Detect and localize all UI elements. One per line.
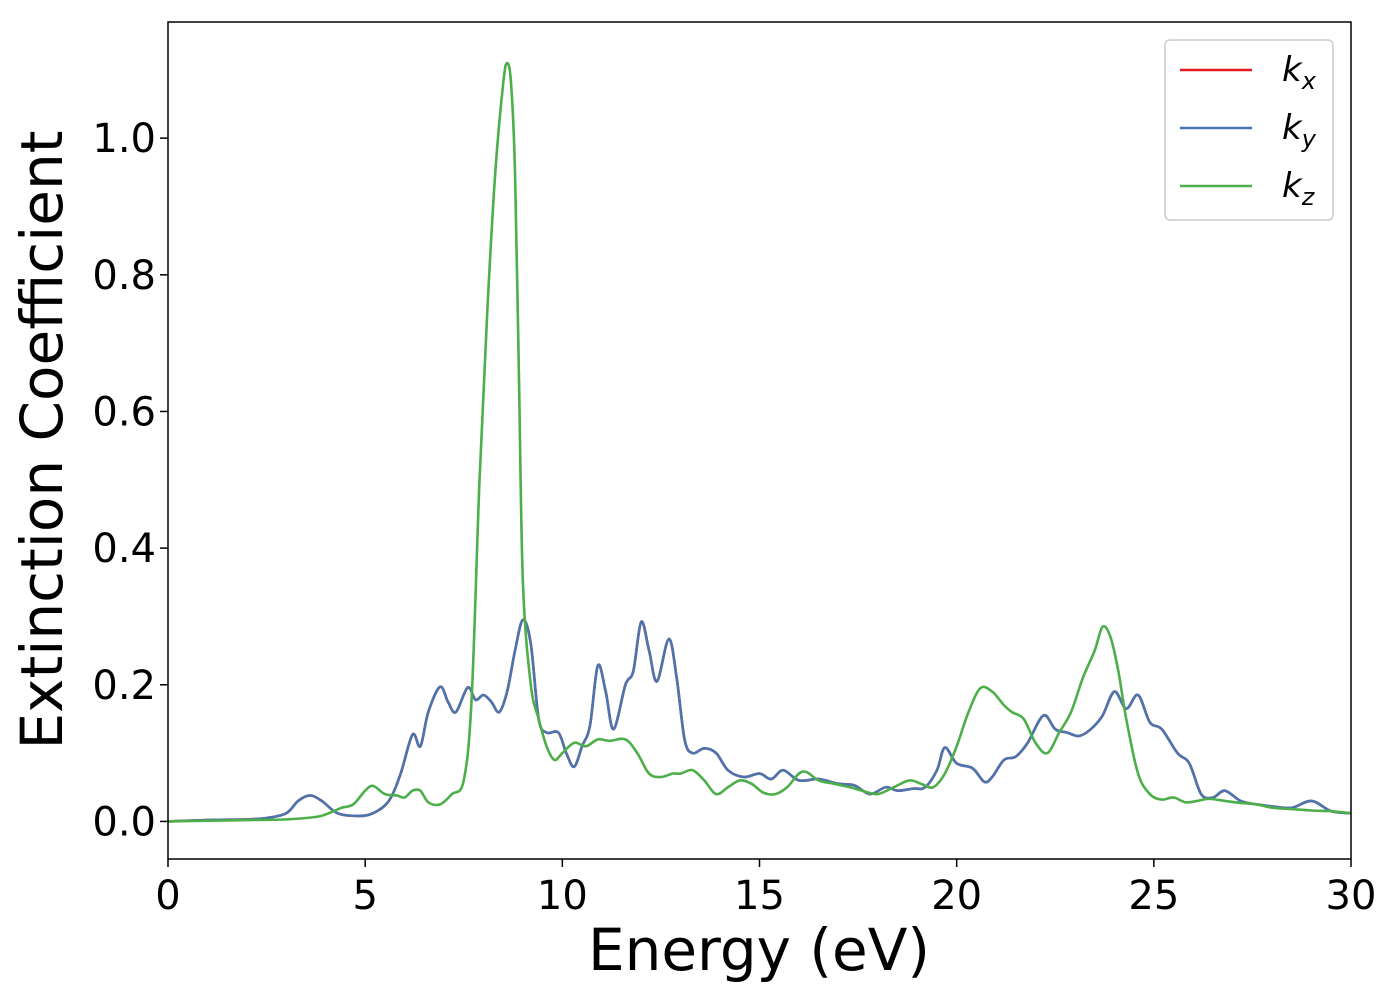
x-tick-label: 25 — [1128, 873, 1179, 919]
x-tick-label: 5 — [352, 873, 377, 919]
y-axis-label: Extinction Coefficient — [8, 131, 76, 750]
legend-label-main: k — [1282, 166, 1303, 206]
ticks-layer: 0 5 10 15 20 25 30 0.0 0.2 0.4 0.6 0.8 1.0 — [92, 116, 1376, 919]
legend-label-sub: y — [1301, 125, 1317, 153]
x-axis-label: Energy (eV) — [588, 916, 930, 984]
legend-label-sub: x — [1301, 67, 1317, 95]
legend-label-main: k — [1282, 50, 1303, 90]
series-layer — [168, 61, 1351, 823]
y-tick-label: 0.8 — [92, 253, 156, 299]
y-tick-label: 0.4 — [92, 526, 156, 572]
series-line-ky — [168, 618, 1351, 823]
legend-label-main: k — [1282, 108, 1303, 148]
y-tick-label: 0.2 — [92, 663, 156, 709]
x-tick-label: 30 — [1326, 873, 1377, 919]
y-tick-label: 1.0 — [92, 116, 156, 162]
x-tick-label: 20 — [931, 873, 982, 919]
x-tick-label: 0 — [155, 873, 180, 919]
y-tick-label: 0.6 — [92, 389, 156, 435]
y-tick-label: 0.0 — [92, 799, 156, 845]
legend-label: kz — [1282, 166, 1316, 211]
legend-label-sub: z — [1301, 183, 1316, 211]
x-tick-label: 15 — [734, 873, 785, 919]
x-tick-label: 10 — [537, 873, 588, 919]
legend-label: ky — [1282, 108, 1317, 153]
legend-frame — [1164, 39, 1334, 221]
series-line-kz — [168, 61, 1351, 823]
legend-label: kx — [1282, 50, 1317, 95]
